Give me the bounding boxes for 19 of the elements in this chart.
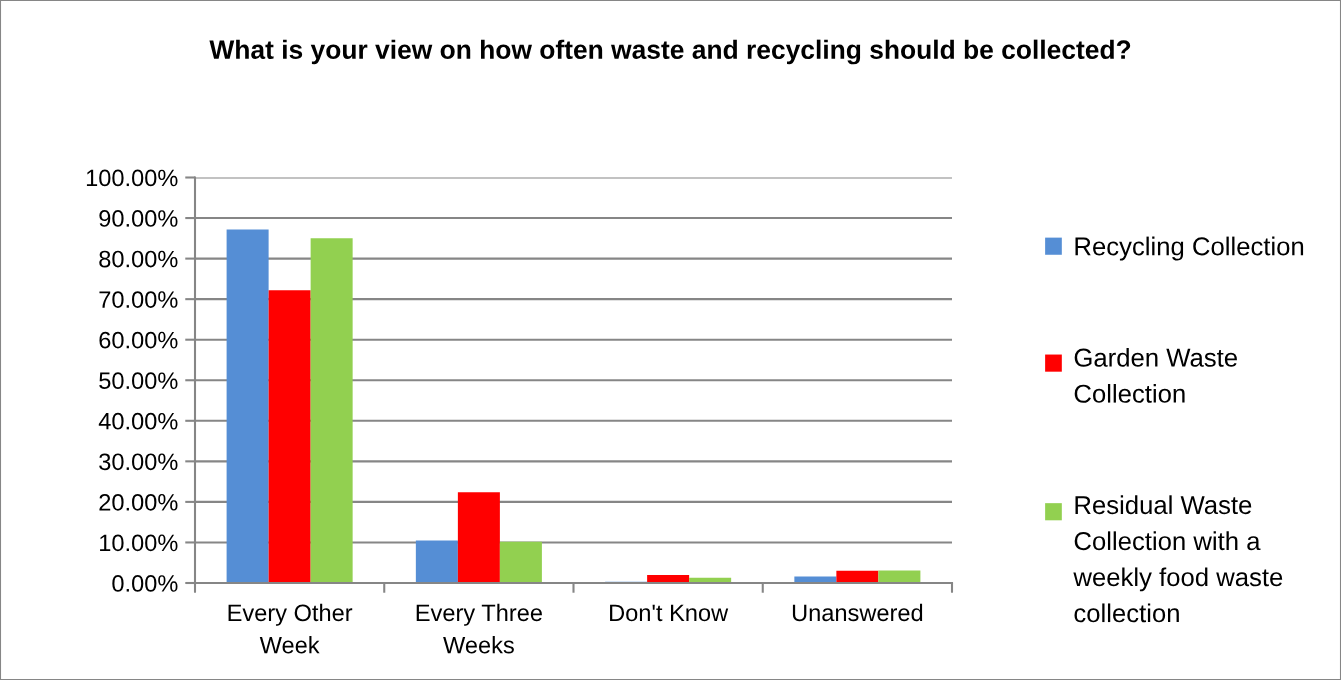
legend-label: Residual Waste Collection with a weekly food waste collection: [1073, 495, 1283, 623]
legend-label: Garden Waste Collection: [1074, 347, 1237, 403]
y-tick-label: 30.00%: [99, 453, 178, 471]
legend-label: Recycling Collection: [1075, 236, 1304, 261]
y-tick-label: 0.00%: [112, 575, 178, 592]
y-tick-label: 80.00%: [99, 250, 178, 268]
x-tick-label: Every Three Weeks: [416, 603, 542, 654]
y-tick-label: 10.00%: [100, 534, 178, 552]
y-tick-label: 40.00%: [98, 412, 178, 430]
x-tick-label: Every Other Week: [228, 603, 353, 654]
chart-title: What is your view on how often waste and recycling should be collected?: [209, 39, 1131, 65]
x-tick-label: Unanswered: [792, 603, 923, 622]
y-tick-label: 100.00%: [86, 169, 178, 187]
x-tick-label: Don't Know: [610, 604, 729, 622]
y-tick-label: 90.00%: [99, 210, 178, 227]
y-tick-label: 20.00%: [99, 493, 178, 511]
y-tick-label: 60.00%: [99, 331, 178, 349]
y-tick-label: 70.00%: [99, 291, 178, 308]
y-tick-label: 50.00%: [99, 372, 178, 390]
